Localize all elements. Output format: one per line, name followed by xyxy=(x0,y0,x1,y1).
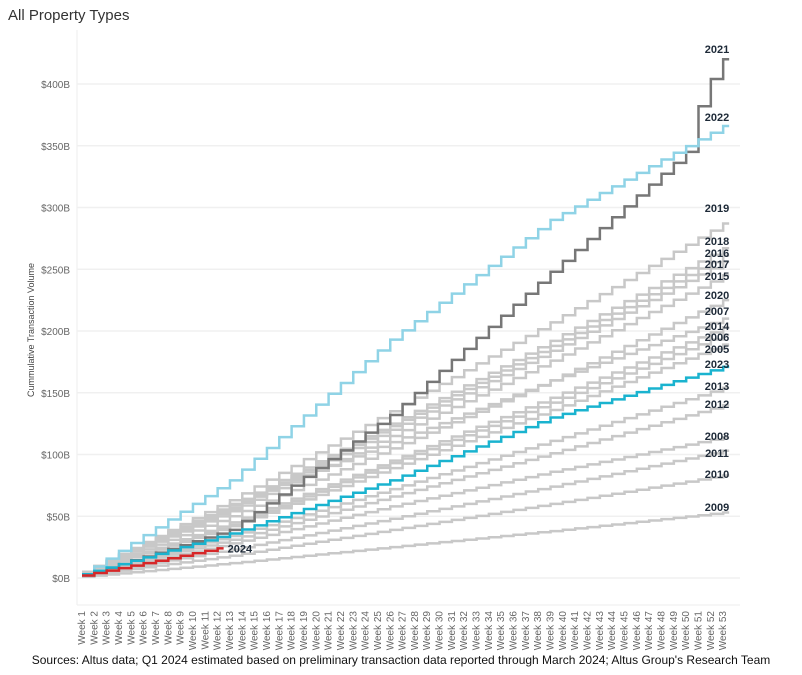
x-tick-label: Week 1 xyxy=(77,611,88,645)
y-tick-label: $50B xyxy=(47,512,71,523)
x-tick-label: Week 34 xyxy=(484,611,495,651)
series-label-2008: 2008 xyxy=(705,431,729,443)
x-tick-label: Week 30 xyxy=(435,611,446,651)
x-tick-label: Week 51 xyxy=(694,611,705,651)
y-tick-label: $200B xyxy=(41,327,70,338)
x-tick-label: Week 17 xyxy=(274,611,285,651)
x-tick-label: Week 7 xyxy=(151,611,162,645)
y-tick-label: $100B xyxy=(41,451,70,462)
x-tick-label: Week 25 xyxy=(373,611,384,651)
x-tick-label: Week 43 xyxy=(595,611,606,651)
y-tick-label: $150B xyxy=(41,389,70,400)
x-tick-label: Week 15 xyxy=(250,611,261,651)
y-tick-label: $300B xyxy=(41,204,70,215)
series-label-2017: 2017 xyxy=(705,259,729,271)
x-tick-label: Week 28 xyxy=(410,611,421,651)
series-label-2022: 2022 xyxy=(705,112,729,124)
x-tick-label: Week 52 xyxy=(706,611,717,651)
x-tick-label: Week 27 xyxy=(398,611,409,651)
x-tick-label: Week 14 xyxy=(237,611,248,651)
x-tick-label: Week 31 xyxy=(447,611,458,651)
series-line-2015 xyxy=(82,274,730,574)
series-line-2005 xyxy=(82,343,730,575)
x-tick-label: Week 32 xyxy=(459,611,470,651)
series-label-2013: 2013 xyxy=(705,381,729,393)
x-tick-label: Week 6 xyxy=(139,611,150,645)
x-tick-label: Week 41 xyxy=(570,611,581,651)
x-tick-label: Week 49 xyxy=(669,611,680,651)
series-line-2021 xyxy=(82,58,730,577)
series-line-2007 xyxy=(82,317,730,575)
y-tick-label: $400B xyxy=(41,80,70,91)
series-label-2023: 2023 xyxy=(705,359,729,371)
series-line-2024 xyxy=(82,547,224,577)
series-label-2009: 2009 xyxy=(705,502,729,514)
series-line-2010 xyxy=(82,474,730,577)
x-tick-label: Week 2 xyxy=(89,611,100,645)
series-label-2024: 2024 xyxy=(228,543,253,555)
x-tick-label: Week 23 xyxy=(348,611,359,651)
series-line-2011 xyxy=(82,449,730,577)
x-tick-label: Week 9 xyxy=(176,611,187,645)
x-tick-label: Week 20 xyxy=(311,611,322,651)
x-tick-label: Week 37 xyxy=(521,611,532,651)
x-tick-label: Week 47 xyxy=(644,611,655,651)
chart-title: All Property Types xyxy=(8,7,130,24)
x-tick-label: Week 16 xyxy=(262,611,273,651)
series-label-2020: 2020 xyxy=(705,290,729,302)
series-label-2010: 2010 xyxy=(705,469,729,481)
y-axis-title: Cummulative Transaction Volume xyxy=(26,263,36,397)
x-tick-label: Week 39 xyxy=(546,611,557,651)
series-label-2018: 2018 xyxy=(705,236,729,248)
y-tick-label: $250B xyxy=(41,265,70,276)
x-tick-label: Week 11 xyxy=(200,611,211,650)
x-tick-label: Week 5 xyxy=(126,611,137,645)
x-tick-label: Week 24 xyxy=(361,611,372,651)
x-tick-label: Week 18 xyxy=(287,611,298,651)
x-tick-label: Week 12 xyxy=(213,611,224,651)
series-line-2023 xyxy=(82,365,730,576)
x-tick-label: Week 48 xyxy=(657,611,668,651)
x-tick-label: Week 33 xyxy=(472,611,483,651)
x-tick-label: Week 8 xyxy=(163,611,174,645)
x-tick-label: Week 29 xyxy=(422,611,433,651)
series-line-2009 xyxy=(82,511,730,579)
x-tick-label: Week 22 xyxy=(336,611,347,651)
x-tick-label: Week 46 xyxy=(632,611,643,651)
x-tick-label: Week 45 xyxy=(620,611,631,651)
x-tick-label: Week 13 xyxy=(225,611,236,651)
series-line-2020 xyxy=(82,298,730,574)
series-label-2015: 2015 xyxy=(705,271,729,283)
series-label-2006: 2006 xyxy=(705,332,729,344)
source-note: Sources: Altus data; Q1 2024 estimated b… xyxy=(31,653,771,667)
x-tick-label: Week 38 xyxy=(533,611,544,651)
y-tick-label: $350B xyxy=(41,142,70,153)
x-tick-label: Week 35 xyxy=(496,611,507,651)
x-tick-label: Week 19 xyxy=(299,611,310,651)
series-label-2016: 2016 xyxy=(705,248,729,260)
x-tick-label: Week 26 xyxy=(385,611,396,651)
series-label-2005: 2005 xyxy=(705,344,729,356)
series-label-2021: 2021 xyxy=(705,44,729,56)
x-tick-label: Week 10 xyxy=(188,611,199,651)
series-label-2011: 2011 xyxy=(705,448,729,460)
series-label-2014: 2014 xyxy=(705,321,730,333)
series-line-2016 xyxy=(82,254,730,574)
x-tick-label: Week 3 xyxy=(102,611,113,645)
x-tick-label: Week 4 xyxy=(114,611,125,645)
series-line-2012 xyxy=(82,403,730,576)
series-label-2019: 2019 xyxy=(705,203,729,215)
x-tick-label: Week 40 xyxy=(558,611,569,651)
series-line-2022 xyxy=(82,124,730,576)
x-tick-label: Week 42 xyxy=(583,611,594,651)
x-tick-label: Week 36 xyxy=(509,611,520,651)
series-label-2012: 2012 xyxy=(705,399,729,411)
y-tick-label: $0B xyxy=(52,574,70,585)
x-tick-label: Week 21 xyxy=(324,611,335,651)
series-label-2007: 2007 xyxy=(705,306,729,318)
x-tick-label: Week 53 xyxy=(718,611,729,651)
x-tick-label: Week 50 xyxy=(681,611,692,651)
x-tick-label: Week 44 xyxy=(607,611,618,651)
